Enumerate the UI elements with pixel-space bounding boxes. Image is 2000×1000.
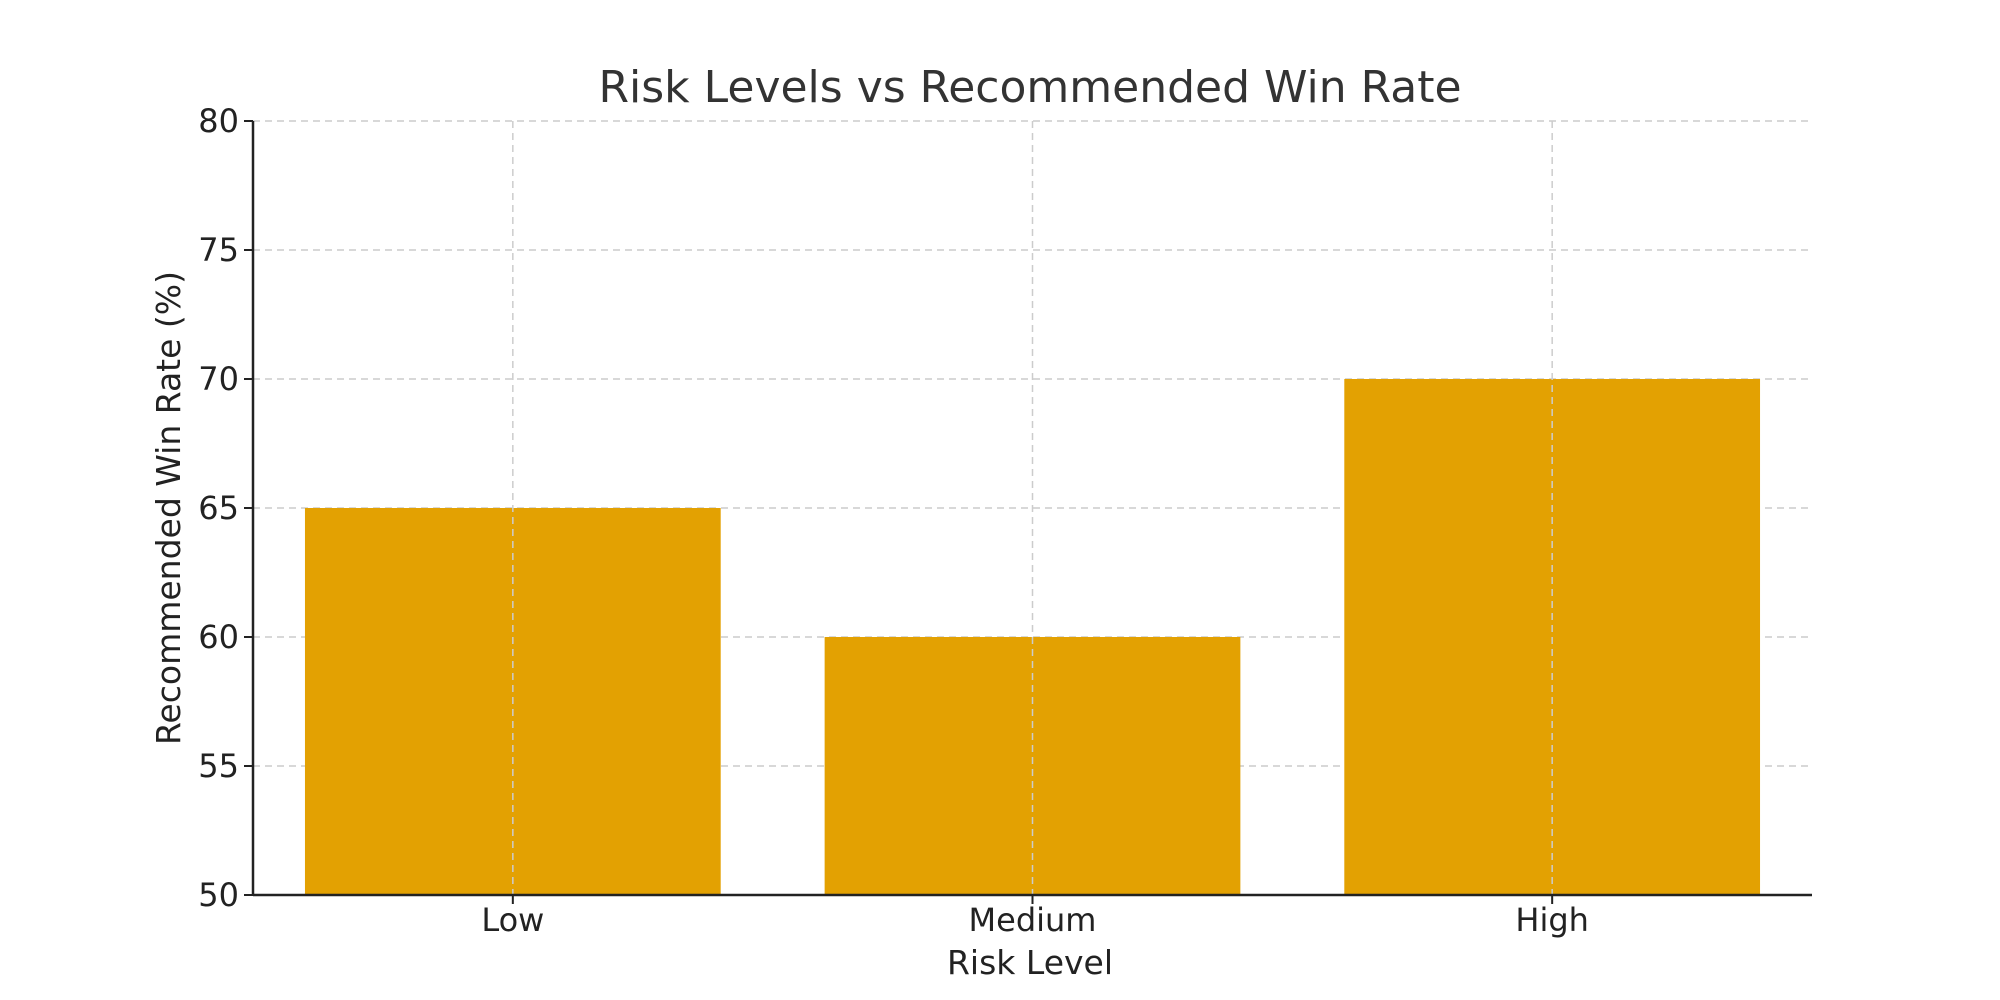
y-tick-label: 60 — [198, 618, 239, 656]
y-tick-label: 75 — [198, 231, 239, 269]
ticks-layer: 50 55 60 65 70 75 80 Low Medium High — [198, 102, 1589, 939]
y-tick-label: 65 — [198, 489, 239, 527]
x-tick-label: Low — [481, 901, 544, 939]
x-axis-label: Risk Level — [947, 943, 1113, 982]
x-tick-label: Medium — [969, 901, 1097, 939]
chart-title: Risk Levels vs Recommended Win Rate — [598, 62, 1461, 113]
y-tick-label: 50 — [198, 876, 239, 914]
y-tick-label: 80 — [198, 102, 239, 140]
vertical-grid-layer — [512, 121, 1553, 895]
y-tick-label: 70 — [198, 360, 239, 398]
y-axis-label: Recommended Win Rate (%) — [149, 271, 188, 745]
x-tick-label: High — [1515, 901, 1589, 939]
y-tick-label: 55 — [198, 747, 239, 785]
